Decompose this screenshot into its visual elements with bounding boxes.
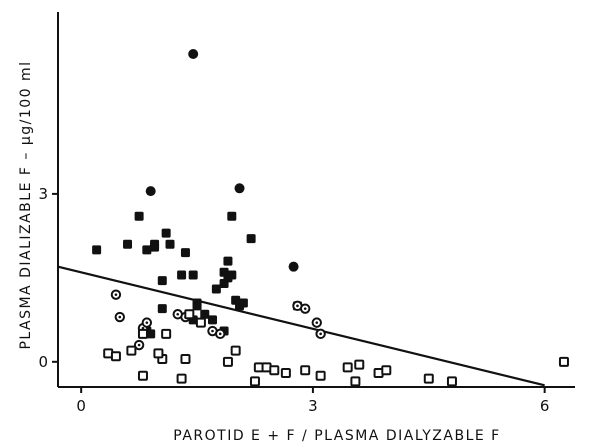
open-square-point [230,345,241,356]
open-square-point [180,354,191,365]
filled-square-point [161,228,171,238]
circle-dot-center [114,293,118,296]
circle-dot-center [218,332,222,336]
open-square-point [423,373,434,384]
circle-dot-point [215,328,226,340]
filled-square-point [219,278,229,288]
x-axis-title: PAROTID E + F / PLASMA DIALYZABLE F [173,428,500,444]
open-square-point [176,373,187,384]
x-tick-label: 3 [308,397,318,415]
filled-square-point [165,239,175,249]
open-square-point [153,348,164,359]
filled-square-point [246,234,256,244]
filled-square-point [188,270,198,280]
filled-square-point [227,270,237,280]
filled-square-point [92,245,102,255]
circle-dot-center [211,329,214,333]
open-square-point [300,365,311,376]
filled-square-point [227,211,237,221]
y-tick-label: 3 [38,185,48,203]
filled-square-point [134,211,144,221]
circle-dot-point [292,300,303,312]
circle-dot-center [319,332,322,336]
filled-square-point [192,298,202,308]
filled-circle-point [234,183,245,194]
circle-dot-point [114,311,125,323]
y-axis-title: PLASMA DIALIZABLE F – μg/100 ml [18,60,34,349]
circle-dot-point [110,289,122,300]
circle-dot-point [311,317,322,328]
filled-circle-point [145,186,156,197]
open-square-point [342,362,353,373]
circle-dot-point [141,317,153,328]
x-tick-label: 6 [540,397,550,415]
regression-line [57,265,545,387]
circle-dot-center [176,312,180,316]
filled-square-point [223,256,233,266]
filled-square-point [219,267,229,277]
open-square-point [110,351,121,362]
filled-circle-point [188,48,199,59]
filled-square-point [200,309,210,319]
circle-dot-point [133,339,145,351]
tick-labels: 0 3 6 0 3 [38,185,549,415]
filled-square-point [123,239,133,249]
open-square-point [222,356,233,367]
circle-dot-center [315,321,319,324]
open-square-point [161,328,172,339]
filled-square-point [211,284,221,294]
filled-square-point [180,248,190,258]
open-square-point [137,328,148,339]
open-square-point [269,365,280,376]
open-square-point [126,345,137,356]
circle-dot-center [137,343,141,347]
filled-square-point [207,315,217,325]
data-points [92,48,569,387]
circle-dot-center [145,321,149,324]
filled-square-point [238,298,248,308]
circle-dot-center [303,307,307,310]
x-tick-label: 0 [76,397,86,415]
circle-dot-center [296,304,299,308]
filled-circle-point [288,261,299,272]
axes [52,12,575,393]
open-square-point [195,317,206,328]
open-square-point [137,370,148,381]
filled-square-point [150,239,160,249]
circle-dot-point [299,303,311,314]
filled-square-point [177,270,187,280]
open-square-point [350,376,361,387]
open-square-point [354,359,365,370]
open-square-point [184,309,195,320]
open-square-point [381,365,392,376]
open-square-point [558,356,569,367]
regression-line-group [57,265,545,387]
circle-dot-point [315,328,326,340]
open-square-point [249,376,260,387]
circle-dot-point [172,309,183,320]
open-square-point [280,368,291,379]
filled-square-point [142,245,152,255]
filled-square-point [146,329,156,339]
filled-square-point [157,304,167,314]
circle-dot-center [118,315,122,319]
filled-square-point [157,276,167,286]
y-tick-label: 0 [38,353,48,371]
open-square-point [446,376,457,387]
open-square-point [315,370,326,381]
